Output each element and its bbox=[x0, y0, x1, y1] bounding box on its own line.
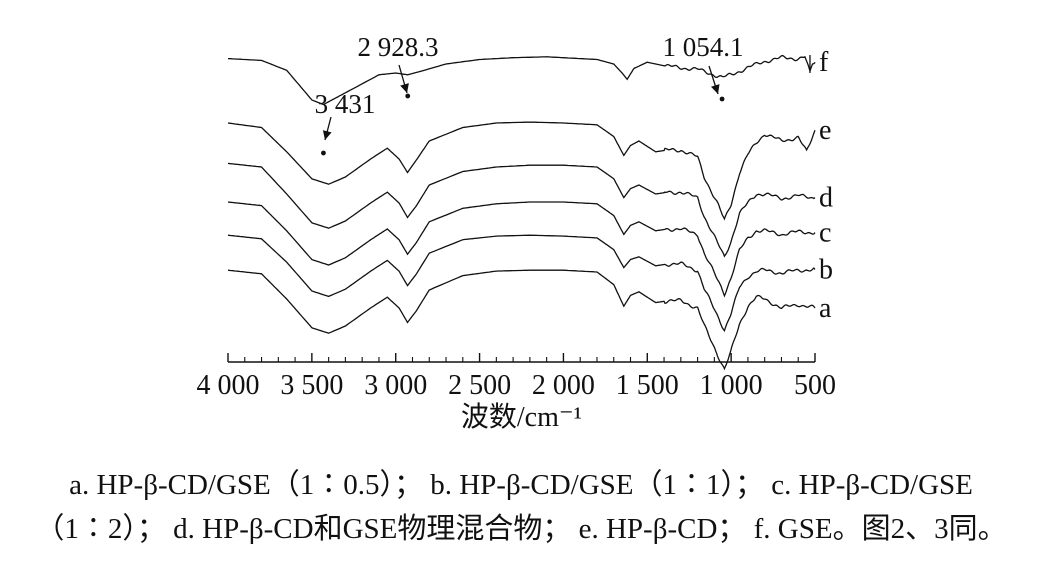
peak-marker-dot bbox=[321, 150, 326, 156]
x-tick-label: 2 000 bbox=[532, 370, 595, 401]
peak-annotation-label: 1 054.1 bbox=[663, 32, 744, 62]
figure-caption-line-1: a. HP-β-CD/GSE（1∶0.5）； b. HP-β-CD/GSE（1∶… bbox=[69, 469, 973, 501]
series-line-d bbox=[227, 162, 816, 258]
x-tick-label: 2 500 bbox=[448, 370, 511, 401]
peak-marker-dot bbox=[405, 93, 411, 99]
x-axis-label: 波数/cm⁻¹ bbox=[461, 401, 582, 433]
series-line-f bbox=[227, 54, 816, 106]
x-tick-label: 500 bbox=[794, 370, 836, 401]
annotation-arrow-head bbox=[711, 84, 720, 94]
series-label-e: e bbox=[819, 115, 831, 146]
peak-marker-dot bbox=[719, 96, 725, 102]
series-label-b: b bbox=[819, 254, 833, 285]
annotation-arrow-head bbox=[400, 83, 409, 93]
ftir-spectra-chart: 4 000 3 500 3 000 2 500 2 000 1 500 1 000 500 波数… bbox=[197, 32, 837, 433]
series-label-f: f bbox=[819, 47, 829, 78]
series-label-d: d bbox=[819, 183, 833, 214]
series-line-e bbox=[227, 121, 816, 221]
x-tick-label: 1 000 bbox=[700, 370, 763, 401]
series-label-c: c bbox=[819, 218, 831, 249]
peak-annotation-label: 3 431 bbox=[315, 89, 376, 119]
figure-caption-line-2: （1∶2）； d. HP-β-CD和GSE物理混合物； e. HP-β-CD； … bbox=[35, 513, 1007, 545]
x-tick-label: 3 000 bbox=[364, 370, 427, 401]
x-tick-label: 3 500 bbox=[280, 370, 343, 401]
series-label-a: a bbox=[819, 293, 832, 324]
series-line-c bbox=[227, 201, 816, 298]
series-line-a bbox=[227, 269, 816, 371]
annotation-arrow-head bbox=[322, 130, 332, 140]
x-tick-label: 1 500 bbox=[616, 370, 679, 401]
series-line-b bbox=[227, 234, 816, 333]
x-tick-label: 4 000 bbox=[197, 370, 260, 401]
peak-annotation-label: 2 928.3 bbox=[358, 32, 439, 62]
